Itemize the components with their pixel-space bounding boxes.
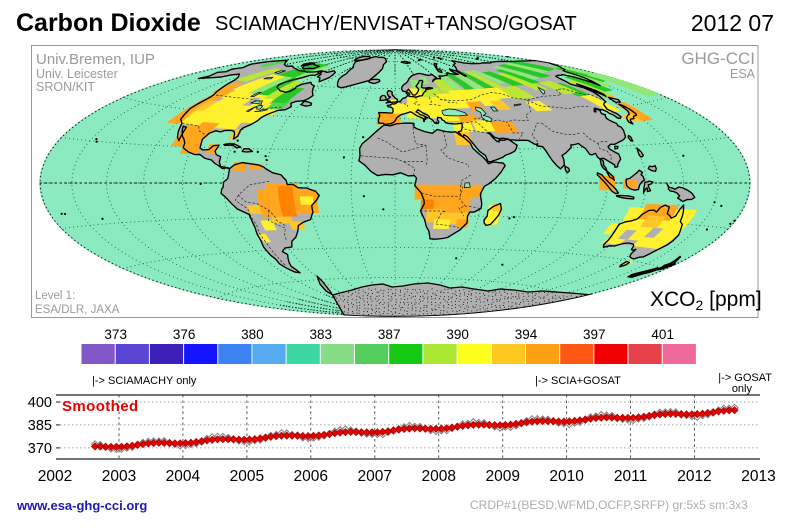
svg-text:GHG-CCI: GHG-CCI [681, 49, 755, 68]
svg-text:370: 370 [28, 441, 52, 457]
svg-text:394: 394 [515, 327, 538, 342]
svg-text:Univ.Bremen, IUP: Univ.Bremen, IUP [36, 51, 155, 68]
svg-text:XCO2 [ppm]: XCO2 [ppm] [650, 288, 762, 313]
svg-text:383: 383 [310, 327, 333, 342]
svg-text:385: 385 [28, 418, 52, 434]
svg-text:373: 373 [104, 327, 127, 342]
svg-text:387: 387 [378, 327, 401, 342]
svg-text:376: 376 [173, 327, 196, 342]
svg-text:only: only [732, 383, 753, 395]
svg-text:2006: 2006 [294, 468, 328, 485]
svg-text:2010: 2010 [549, 468, 584, 485]
svg-text:www.esa-ghg-cci.org: www.esa-ghg-cci.org [16, 498, 147, 513]
svg-text:397: 397 [583, 327, 606, 342]
svg-text:|-> GOSAT: |-> GOSAT [718, 372, 772, 384]
svg-text:|-> SCIA+GOSAT: |-> SCIA+GOSAT [535, 375, 621, 387]
svg-text:SRON/KIT: SRON/KIT [36, 80, 95, 94]
svg-text:2012 07: 2012 07 [691, 10, 774, 36]
svg-text:Level 1:: Level 1: [35, 290, 75, 302]
svg-text:2013: 2013 [741, 468, 775, 485]
svg-text:2007: 2007 [358, 468, 392, 485]
svg-text:380: 380 [241, 327, 264, 342]
svg-text:SCIAMACHY/ENVISAT+TANSO/GOSAT: SCIAMACHY/ENVISAT+TANSO/GOSAT [215, 13, 577, 35]
svg-text:|-> SCIAMACHY only: |-> SCIAMACHY only [92, 375, 197, 387]
svg-text:2008: 2008 [421, 468, 455, 485]
svg-text:ESA/DLR, JAXA: ESA/DLR, JAXA [35, 304, 120, 316]
svg-text:400: 400 [28, 395, 52, 411]
svg-text:2011: 2011 [614, 468, 647, 485]
svg-text:Univ. Leicester: Univ. Leicester [36, 67, 118, 81]
svg-text:2012: 2012 [677, 468, 711, 485]
svg-text:2002: 2002 [38, 468, 72, 485]
svg-text:2004: 2004 [166, 468, 201, 485]
svg-text:401: 401 [651, 327, 674, 342]
svg-text:2009: 2009 [485, 468, 519, 485]
svg-text:Smoothed: Smoothed [62, 398, 139, 415]
svg-text:2005: 2005 [230, 468, 264, 485]
svg-text:390: 390 [446, 327, 469, 342]
svg-text:CRDP#1(BESD,WFMD,OCFP,SRFP) gr: CRDP#1(BESD,WFMD,OCFP,SRFP) gr:5x5 sm:3x… [470, 498, 748, 512]
svg-text:ESA: ESA [730, 67, 756, 81]
svg-text:Carbon Dioxide: Carbon Dioxide [16, 9, 201, 37]
svg-text:2003: 2003 [102, 468, 136, 485]
